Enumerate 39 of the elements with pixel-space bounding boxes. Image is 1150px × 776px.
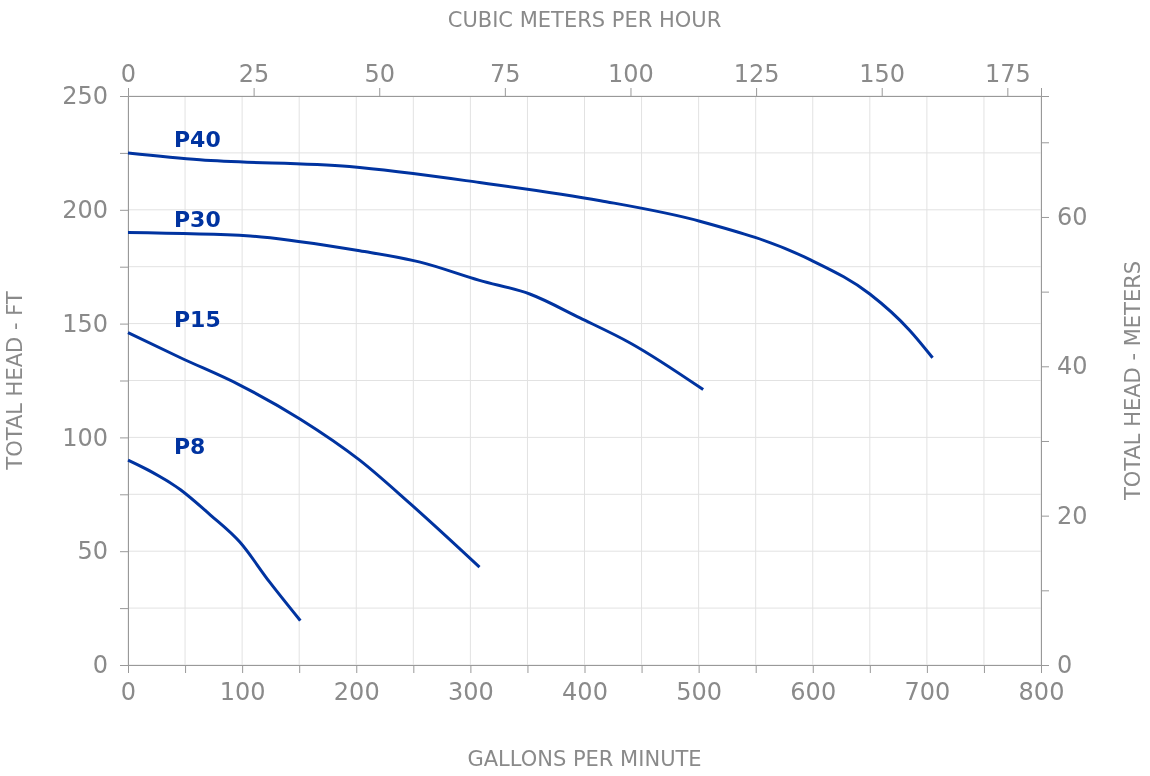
line-series (126, 231, 705, 392)
y-tick-label: 250 (62, 82, 108, 111)
x-tick-label: 400 (562, 678, 608, 707)
y-tick-label: 50 (77, 537, 108, 566)
x2-tick-label: 25 (238, 60, 270, 88)
y2-tick-label: 20 (1057, 501, 1088, 530)
x2-tick-label: 0 (120, 60, 137, 88)
line-series (126, 151, 935, 360)
x-tick-label: 500 (676, 678, 723, 707)
x2-tick-label: 150 (859, 60, 906, 88)
series-label: P30 (174, 206, 221, 232)
x-tick-label: 800 (1018, 678, 1065, 707)
x-tick-label: 0 (120, 678, 137, 707)
x2-tick-label: 175 (984, 60, 1031, 88)
y2-axis-title: TOTAL HEAD - METERS (1121, 260, 1145, 502)
line-series (126, 458, 302, 623)
x-tick-label: 600 (790, 678, 837, 707)
x-tick-label: 700 (904, 678, 951, 707)
y-tick-label: 0 (92, 651, 108, 680)
x2-tick-label: 50 (364, 60, 396, 88)
y2-tick-label: 0 (1057, 651, 1073, 680)
y2-tick-label: 40 (1057, 352, 1088, 381)
x-tick-label: 100 (219, 678, 266, 707)
series-label: P15 (174, 306, 221, 332)
y-tick-label: 150 (62, 309, 108, 338)
x2-tick-label: 75 (490, 60, 521, 88)
x-tick-label: 200 (333, 678, 380, 707)
x2-axis-title: CUBIC METERS PER HOUR (447, 8, 722, 32)
line-series (126, 331, 482, 569)
x2-tick-label: 100 (608, 60, 654, 88)
x-tick-label: 300 (447, 678, 494, 707)
y-axis-title: TOTAL HEAD - FT (3, 291, 27, 471)
y2-tick-label: 60 (1057, 203, 1088, 232)
x-axis-title: GALLONS PER MINUTE (467, 747, 702, 771)
y-tick-label: 100 (62, 423, 108, 452)
y-tick-label: 200 (62, 195, 108, 224)
series-label: P40 (174, 126, 221, 152)
series-label: P8 (174, 434, 206, 460)
x2-tick-label: 125 (733, 60, 780, 88)
